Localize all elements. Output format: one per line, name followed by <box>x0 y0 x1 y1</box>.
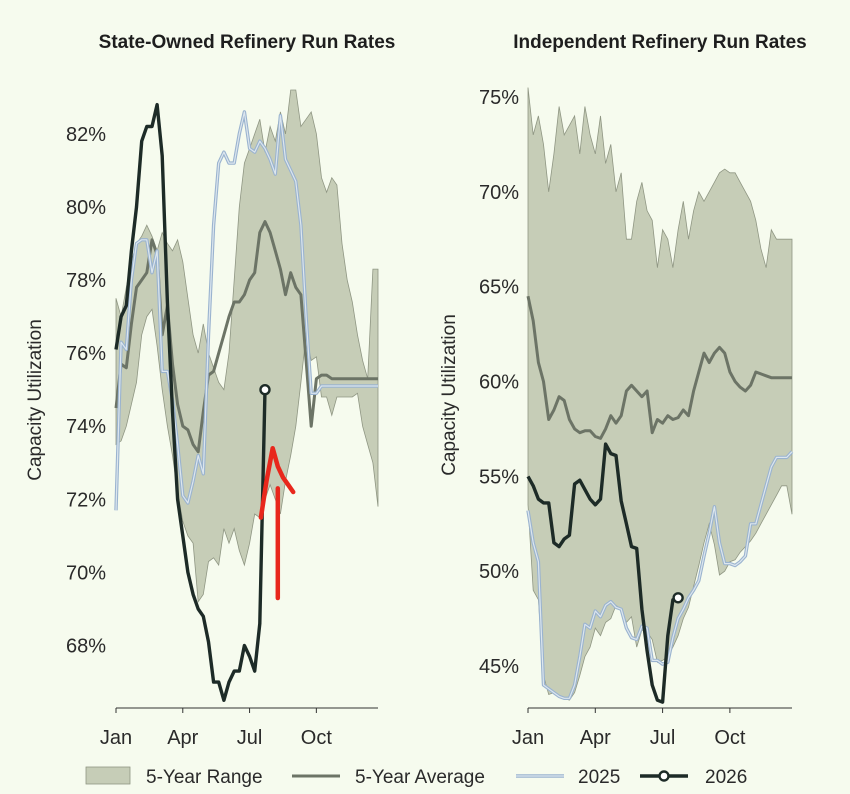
series-2026-end-marker <box>259 383 271 396</box>
x-tick-label: Jan <box>100 727 132 749</box>
series-2026-end-marker <box>672 592 684 604</box>
five-year-range-band <box>527 87 793 701</box>
y-axis-label: Capacity Utilization <box>25 319 46 481</box>
y-tick-label: 78% <box>66 270 106 292</box>
legend-item-band: 5-Year Range <box>85 766 263 788</box>
x-tick-label: Oct <box>714 727 746 749</box>
y-tick-label: 76% <box>66 343 106 365</box>
legend-label: 5-Year Average <box>355 767 485 788</box>
y-tick-label: 75% <box>479 87 519 109</box>
x-tick-label: Jul <box>237 727 263 749</box>
series-2026-line <box>114 102 267 702</box>
legend-item-line2026: 2026 <box>640 767 747 788</box>
state-owned-panel: State-Owned Refinery Run Rates Capacity U… <box>25 32 395 749</box>
series-2025-line-highlight <box>527 451 793 699</box>
y-tick-label: 45% <box>479 656 519 678</box>
legend-label: 5-Year Range <box>146 767 263 788</box>
y-tick-label: 82% <box>66 124 106 146</box>
chart-title: Independent Refinery Run Rates <box>513 32 807 53</box>
y-tick-label: 72% <box>66 489 106 511</box>
x-tick-label: Jul <box>650 727 676 749</box>
five-year-range-band <box>115 89 379 603</box>
legend-swatch-range <box>85 766 131 785</box>
annotation-red-check <box>258 445 296 520</box>
y-axis-label: Capacity Utilization <box>439 314 460 476</box>
legend-marker-2026 <box>658 770 670 782</box>
y-tick-label: 60% <box>479 372 519 394</box>
x-tick-label: Apr <box>167 727 198 749</box>
x-tick-label: Jan <box>512 727 544 749</box>
independent-panel: Independent Refinery Run Rates Capacity U… <box>439 32 807 749</box>
series-2025-line-highlight <box>115 111 378 511</box>
five-year-average-line <box>526 295 792 440</box>
x-tick-label: Apr <box>580 727 611 749</box>
y-tick-label: 80% <box>66 197 106 219</box>
y-tick-label: 68% <box>66 636 106 658</box>
y-tick-label: 70% <box>66 562 106 584</box>
y-tick-label: 74% <box>66 416 106 438</box>
legend-item-line: 5-Year Average <box>292 767 485 788</box>
x-tick-label: Oct <box>301 727 333 749</box>
chart-title: State-Owned Refinery Run Rates <box>99 32 396 53</box>
legend-label: 2025 <box>578 767 620 788</box>
y-tick-label: 70% <box>479 182 519 204</box>
legend: 5-Year Range 5-Year Average 2025 2026 <box>85 766 747 788</box>
y-tick-label: 50% <box>479 561 519 583</box>
legend-label: 2026 <box>705 767 747 788</box>
y-tick-label: 65% <box>479 277 519 299</box>
y-tick-label: 55% <box>479 466 519 488</box>
series-2026-line <box>526 442 679 704</box>
legend-item-line2025: 2025 <box>516 767 620 788</box>
